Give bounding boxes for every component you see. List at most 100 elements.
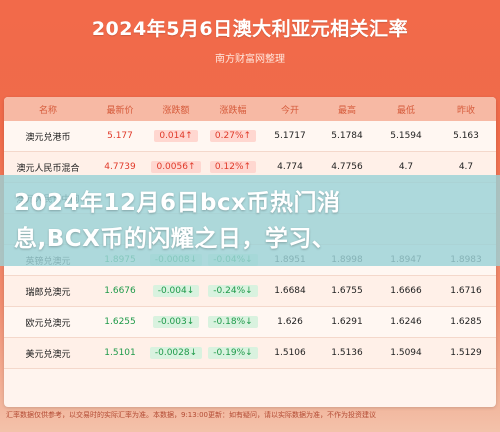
table-cell-price: 4.7739 [92, 162, 148, 172]
table-cell-name: 瑞郎兑澳元 [4, 285, 92, 298]
table-row: 美元兑澳元 1.5101 -0.0028↓ -0.19%↓ 1.5106 1.5136 1.… [4, 338, 496, 369]
table-cell-price: 5.177 [92, 131, 148, 141]
cell-value: 4.7 [458, 162, 474, 172]
column-header: 涨跌幅 [219, 105, 247, 116]
table-cell-prev: 5.163 [436, 131, 496, 141]
table-cell-high: 1.6291 [318, 317, 376, 327]
cell-value: 1.5136 [331, 348, 363, 358]
table-row: 瑞郎兑澳元 1.6676 -0.004↓ -0.24%↓ 1.6684 1.6755 1.6… [4, 276, 496, 307]
table-cell-low: 1.5094 [376, 348, 436, 358]
table-cell-open: 5.1717 [262, 131, 318, 141]
table-cell-name: 澳元人民币混合 [4, 161, 92, 174]
cell-value: 1.5101 [104, 348, 136, 358]
table-cell-name: 欧元兑澳元 [4, 316, 92, 329]
table-cell-pct: 0.27%↑ [204, 130, 262, 142]
cell-value: 4.7 [398, 162, 414, 172]
table-cell-high: 1.6755 [318, 286, 376, 296]
table-cell-pct: -0.19%↓ [204, 347, 262, 359]
table-cell-high: 1.5136 [318, 348, 376, 358]
cell-value: 1.626 [277, 317, 303, 327]
cell-value: 澳元人民币混合 [16, 163, 80, 174]
cell-value: 澳元兑港币 [25, 132, 71, 143]
table-cell-open: 4.774 [262, 162, 318, 172]
table-cell-prev: 4.7 [436, 162, 496, 172]
cell-value: 瑞郎兑澳元 [25, 287, 71, 298]
table-cell-low: 4.7 [376, 162, 436, 172]
cell-value: -0.003↓ [152, 316, 200, 328]
table-cell-high: 4.7756 [318, 162, 376, 172]
table-cell-open: 1.5106 [262, 348, 318, 358]
cell-value: 1.6716 [450, 286, 482, 296]
table-cell-pct: 0.12%↑ [204, 161, 262, 173]
page-subtitle: 南方财富网整理 [215, 54, 285, 65]
cell-value: 1.6755 [331, 286, 363, 296]
cell-value: 0.014↑ [154, 130, 198, 142]
cell-value: 1.5106 [274, 348, 306, 358]
cell-value: 4.774 [277, 162, 303, 172]
table-cell-open: 1.626 [262, 317, 318, 327]
table-cell-prev: 1.6285 [436, 317, 496, 327]
cell-value: 4.7739 [104, 162, 136, 172]
cell-value: 1.6676 [104, 286, 136, 296]
headline-line-2: 息,BCX币的闪耀之日，学习、 [14, 226, 336, 252]
table-cell-change: -0.0028↓ [148, 347, 204, 359]
cell-value: 1.6246 [390, 317, 422, 327]
footer-disclaimer: 汇率数据仅供参考，以交易时的实际汇率为准。本数据，9:13:00更新：如有疑问，… [6, 411, 376, 419]
cell-value: 0.0056↑ [151, 161, 201, 173]
table-cell-high: 5.1784 [318, 131, 376, 141]
cell-value: 5.1717 [274, 131, 306, 141]
table-cell-name: 澳元兑港币 [4, 130, 92, 143]
table-cell-low: 5.1594 [376, 131, 436, 141]
cell-value: 5.1784 [331, 131, 363, 141]
cell-value: 1.6285 [450, 317, 482, 327]
table-cell-low: 1.6246 [376, 317, 436, 327]
cell-value: 1.6255 [104, 317, 136, 327]
headline-banner: 2024年12月6日bcx币热门消 息,BCX币的闪耀之日，学习、 [0, 175, 500, 266]
table-cell-price: 1.6255 [92, 317, 148, 327]
column-header: 最新价 [106, 105, 134, 116]
cell-value: -0.18%↓ [208, 316, 258, 328]
table-cell-prev: 1.6716 [436, 286, 496, 296]
column-header: 昨收 [456, 105, 475, 116]
cell-value: 0.12%↑ [209, 161, 257, 173]
table-cell-change: 0.014↑ [148, 130, 204, 142]
cell-value: -0.19%↓ [208, 347, 258, 359]
table-cell-prev: 1.5129 [436, 348, 496, 358]
table-cell-change: -0.003↓ [148, 316, 204, 328]
column-header: 最高 [337, 105, 356, 116]
table-row: 欧元兑澳元 1.6255 -0.003↓ -0.18%↓ 1.626 1.6291 1.62… [4, 307, 496, 338]
cell-value: 5.1594 [390, 131, 422, 141]
cell-value: 1.6291 [331, 317, 363, 327]
cell-value: 1.6684 [274, 286, 306, 296]
table-cell-pct: -0.18%↓ [204, 316, 262, 328]
cell-value: 欧元兑澳元 [25, 318, 71, 329]
page-title: 2024年5月6日澳大利亚元相关汇率 [91, 18, 409, 40]
cell-value: -0.0028↓ [149, 347, 203, 359]
column-header: 名称 [38, 105, 57, 116]
table-cell-price: 1.5101 [92, 348, 148, 358]
cell-value: 5.177 [107, 131, 133, 141]
table-cell-change: -0.004↓ [148, 285, 204, 297]
cell-value: 5.163 [453, 131, 479, 141]
table-cell-name: 美元兑澳元 [4, 347, 92, 360]
table-cell-pct: -0.24%↓ [204, 285, 262, 297]
cell-value: -0.004↓ [152, 285, 200, 297]
cell-value: 0.27%↑ [209, 130, 257, 142]
cell-value: 1.6666 [390, 286, 422, 296]
cell-value: 1.5129 [450, 348, 482, 358]
cell-value: 美元兑澳元 [25, 349, 71, 360]
column-header: 最低 [396, 105, 415, 116]
table-cell-low: 1.6666 [376, 286, 436, 296]
cell-value: -0.24%↓ [208, 285, 258, 297]
headline-line-1: 2024年12月6日bcx币热门消 [14, 190, 341, 216]
table-cell-open: 1.6684 [262, 286, 318, 296]
table-cell-price: 1.6676 [92, 286, 148, 296]
column-header: 今开 [280, 105, 299, 116]
column-header: 涨跌额 [162, 105, 190, 116]
table-row: 澳元兑港币 5.177 0.014↑ 0.27%↑ 5.1717 5.1784 5.1594… [4, 121, 496, 152]
cell-value: 1.5094 [390, 348, 422, 358]
cell-value: 4.7756 [331, 162, 363, 172]
table-header: 名称 最新价 涨跌额 涨跌幅 今开 最高 最低 昨收 [4, 97, 496, 121]
table-cell-change: 0.0056↑ [148, 161, 204, 173]
